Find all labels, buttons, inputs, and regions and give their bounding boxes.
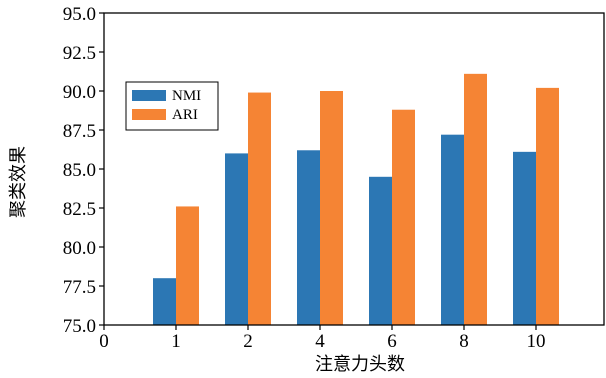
bar-nmi-2 [225, 153, 248, 325]
y-tick-label: 85.0 [63, 160, 96, 181]
bar-nmi-1 [153, 278, 176, 325]
y-tick-label: 75.0 [63, 316, 96, 337]
bar-nmi-4 [297, 150, 320, 325]
y-tick-label: 95.0 [63, 4, 96, 25]
x-axis-title: 注意力头数 [315, 354, 405, 375]
bar-ari-8 [464, 73, 487, 325]
bar-ari-1 [176, 206, 199, 325]
y-tick-label: 77.5 [63, 277, 96, 298]
x-tick-label: 6 [387, 331, 397, 352]
x-tick-label: 0 [99, 331, 109, 352]
bar-ari-4 [320, 91, 343, 325]
legend-label-nmi: NMI [172, 88, 201, 104]
y-axis-title: 聚类效果 [8, 146, 29, 218]
y-tick-label: 82.5 [63, 199, 96, 220]
x-tick-label: 4 [315, 331, 325, 352]
y-axis: 75.0 77.5 80.0 82.5 85.0 87.5 90.0 92.5 95.0 [63, 4, 104, 337]
x-axis: 0 1 2 4 6 8 10 [99, 325, 546, 352]
x-tick-label: 1 [171, 331, 181, 352]
legend: NMI ARI [125, 81, 219, 131]
bar-ari-6 [392, 109, 415, 325]
y-tick-label: 92.5 [63, 43, 96, 64]
y-tick-label: 80.0 [63, 238, 96, 259]
bar-nmi-10 [513, 151, 536, 325]
legend-swatch-ari [132, 109, 166, 120]
bar-nmi-6 [369, 176, 392, 325]
bar-ari-2 [248, 92, 271, 325]
x-tick-label: 2 [243, 331, 253, 352]
x-tick-label: 10 [527, 331, 546, 352]
legend-label-ari: ARI [172, 107, 198, 123]
bar-nmi-8 [441, 134, 464, 325]
bars-group [153, 73, 559, 325]
bar-ari-10 [536, 87, 559, 325]
y-tick-label: 90.0 [63, 82, 96, 103]
y-tick-label: 87.5 [63, 121, 96, 142]
x-tick-label: 8 [459, 331, 469, 352]
legend-swatch-nmi [132, 90, 166, 101]
